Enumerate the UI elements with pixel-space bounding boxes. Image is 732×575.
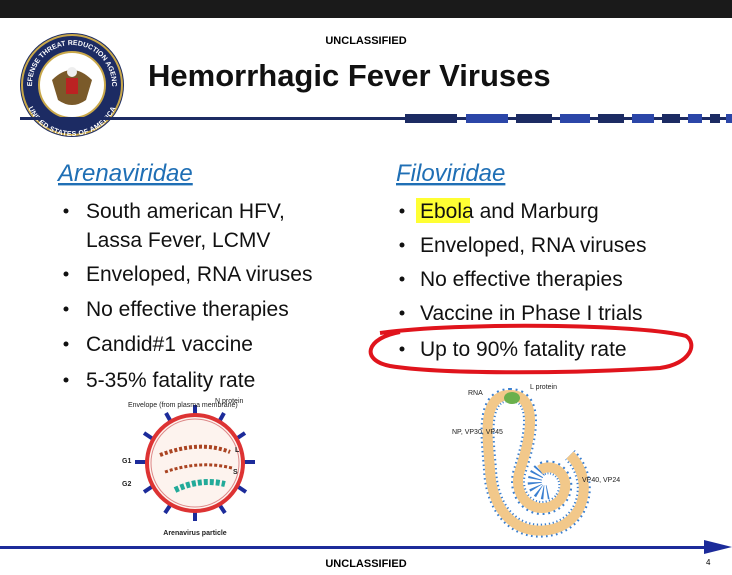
page-number: 4 xyxy=(706,558,711,567)
figure-caption: Arenavirus particle xyxy=(163,530,227,537)
figure-label: G1 xyxy=(122,458,131,465)
figure-label: NP, VP30, VP45 xyxy=(452,429,503,436)
bullet-text: South american HFV, xyxy=(86,200,285,223)
bullet-text: Enveloped, RNA viruses xyxy=(86,263,312,286)
figure-label: RNA xyxy=(468,390,483,397)
classification-bottom: UNCLASSIFIED xyxy=(325,558,406,570)
bullet-text: No effective therapies xyxy=(86,298,289,321)
slide: UNCLASSIFIED DEFENSE THREAT REDUCTION AG… xyxy=(0,0,732,575)
bullet-text: Candid#1 vaccine xyxy=(86,333,253,356)
figure-label: L protein xyxy=(530,384,557,391)
page: UNCLASSIFIED DEFENSE THREAT REDUCTION AG… xyxy=(0,0,732,575)
bullet-text: Up to 90% fatality rate xyxy=(420,338,627,361)
classification-top: UNCLASSIFIED xyxy=(325,35,406,47)
bullet-text: Enveloped, RNA viruses xyxy=(420,234,646,257)
figure-label: L xyxy=(235,447,240,454)
bullet-text: 5-35% fatality rate xyxy=(86,369,255,392)
figure-label: G2 xyxy=(122,481,131,488)
bullet-text: Lassa Fever, LCMV xyxy=(86,229,270,252)
figure-label: VP40, VP24 xyxy=(582,477,620,484)
highlight-text: Ebola xyxy=(420,200,474,223)
bullet-text: Ebola and Marburg xyxy=(420,200,599,223)
top-bar xyxy=(0,0,732,18)
bullet-text: No effective therapies xyxy=(420,268,623,291)
column-heading: Filoviridae xyxy=(396,160,505,187)
bullet-text: and Marburg xyxy=(480,200,599,223)
bullet-text: Vaccine in Phase I trials xyxy=(420,302,643,325)
slide-title: Hemorrhagic Fever Viruses xyxy=(148,58,551,93)
column-heading: Arenaviridae xyxy=(56,160,193,187)
figure-label: S xyxy=(233,469,238,476)
figure-label: N protein xyxy=(215,398,244,405)
